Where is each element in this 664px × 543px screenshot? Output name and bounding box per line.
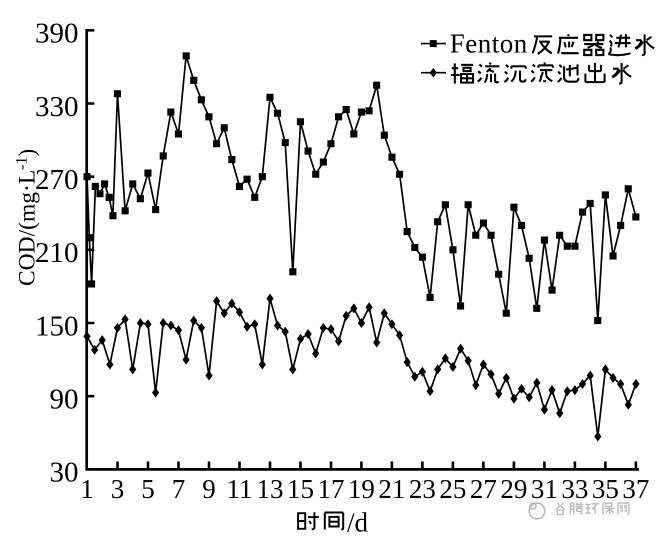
svg-text:/d: /d (347, 508, 369, 538)
svg-text:90: 90 (50, 384, 79, 416)
svg-text:37: 37 (622, 474, 649, 504)
svg-text:7: 7 (172, 474, 186, 504)
svg-text:17: 17 (318, 474, 345, 504)
svg-text:210: 210 (35, 237, 79, 269)
svg-text:27: 27 (470, 474, 497, 504)
svg-text:35: 35 (592, 474, 619, 504)
svg-text:390: 390 (35, 18, 79, 50)
svg-text:270: 270 (35, 164, 79, 196)
svg-text:COD/(mg·L-1): COD/(mg·L-1) (14, 149, 41, 286)
svg-text:30: 30 (50, 457, 79, 489)
svg-text:23: 23 (409, 474, 436, 504)
svg-text:5: 5 (141, 474, 155, 504)
svg-text:15: 15 (287, 474, 314, 504)
svg-text:1: 1 (80, 474, 94, 504)
svg-text:9: 9 (202, 474, 216, 504)
svg-text:330: 330 (35, 91, 79, 123)
svg-text:29: 29 (500, 474, 527, 504)
svg-text:31: 31 (531, 474, 558, 504)
svg-text:33: 33 (561, 474, 588, 504)
svg-text:11: 11 (227, 474, 253, 504)
svg-text:Fenton: Fenton (450, 28, 528, 58)
svg-text:21: 21 (378, 474, 405, 504)
svg-text:25: 25 (439, 474, 466, 504)
svg-text:150: 150 (35, 310, 79, 342)
svg-text:19: 19 (348, 474, 375, 504)
svg-text:3: 3 (111, 474, 125, 504)
svg-text:13: 13 (257, 474, 284, 504)
